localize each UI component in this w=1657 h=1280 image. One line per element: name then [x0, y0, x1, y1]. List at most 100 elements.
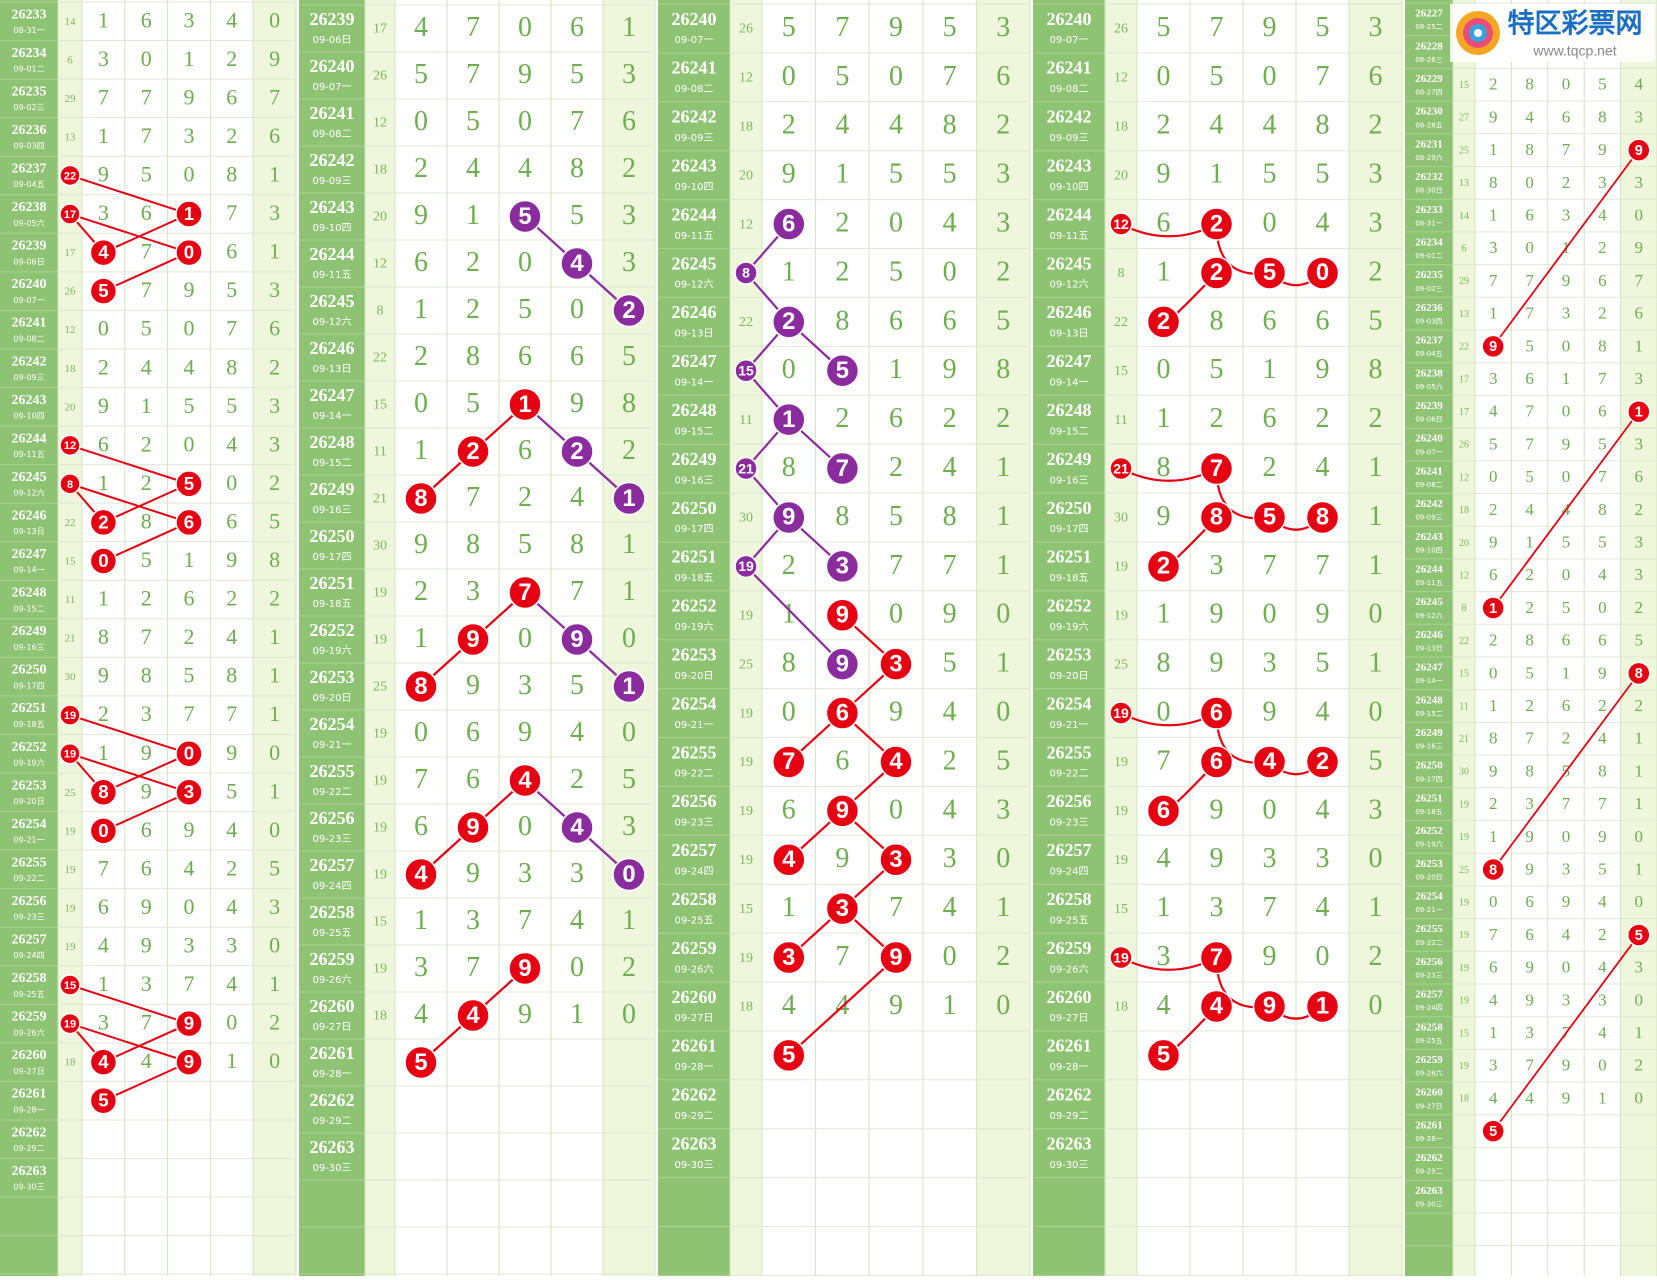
issue-date: 09-20日 [1415, 873, 1442, 881]
issue-number: 26253 [12, 778, 47, 793]
digit: 7 [889, 892, 903, 923]
sum-value: 18 [1459, 1094, 1469, 1105]
highlight-circle [560, 810, 594, 845]
highlight-circle [456, 434, 490, 469]
issue-number: 26260 [310, 996, 355, 1016]
highlight-number: 9 [1635, 143, 1643, 159]
highlight-circle [1199, 989, 1234, 1024]
sum-value: 19 [739, 853, 753, 868]
issue-number: 26242 [1047, 107, 1092, 127]
digit: 2 [782, 550, 796, 581]
digit: 0 [889, 794, 903, 825]
issue-column [299, 0, 365, 1276]
issue-number: 26253 [672, 644, 717, 664]
digit: 0 [1635, 205, 1644, 224]
digit: 5 [1635, 631, 1644, 650]
digit: 3 [1369, 207, 1383, 238]
issue-number: 26241 [672, 58, 717, 78]
digit: 3 [269, 277, 280, 302]
issue-number: 26242 [672, 107, 717, 127]
issue-date: 09-19六 [1415, 840, 1442, 849]
issue-number: 26227 [1415, 8, 1443, 20]
issue-date: 09-25五 [1049, 915, 1088, 926]
digit: 3 [269, 894, 280, 919]
digit: 9 [943, 599, 957, 630]
digit: 2 [622, 952, 636, 983]
highlight-circle [508, 575, 542, 610]
issue-date: 09-14一 [674, 377, 713, 388]
digit: 2 [1316, 403, 1330, 434]
highlight-number: 5 [98, 280, 108, 301]
digit: 9 [1525, 827, 1534, 846]
highlight-circle [1305, 500, 1340, 535]
issue-number: 26258 [1047, 889, 1092, 909]
issue-date: 09-11五 [1049, 231, 1088, 242]
highlight-circle [508, 951, 542, 986]
highlight-number: 9 [889, 944, 902, 971]
issue-number: 26252 [12, 740, 47, 755]
issue-number: 26233 [12, 7, 47, 22]
issue-date: 09-07一 [312, 82, 351, 93]
sum-value: 18 [1114, 119, 1128, 134]
digit: 8 [226, 354, 237, 379]
issue-number: 26251 [310, 573, 355, 593]
issue-date: 09-15二 [1049, 426, 1088, 437]
issue-number: 26246 [310, 338, 355, 358]
highlight-number: 2 [782, 308, 795, 335]
sum-value: 19 [1114, 853, 1128, 868]
digit: 0 [1263, 794, 1277, 825]
sum-value: 25 [1114, 657, 1128, 672]
digit: 5 [1157, 12, 1171, 43]
issue-number: 26247 [12, 547, 47, 562]
sum-value: 11 [739, 413, 752, 428]
sum-value: 15 [373, 398, 387, 413]
digit: 6 [622, 106, 636, 137]
digit: 6 [184, 586, 195, 611]
issue-date: 09-08二 [312, 129, 351, 140]
issue-number: 26231 [1415, 138, 1443, 150]
issue-number: 26248 [672, 400, 717, 420]
highlight-number: 5 [1635, 928, 1643, 944]
digit: 6 [1598, 402, 1607, 421]
digit: 7 [1635, 271, 1644, 290]
highlight-circle [404, 857, 438, 892]
digit: 2 [1525, 565, 1534, 584]
highlight-number: 2 [1210, 210, 1223, 237]
issue-number: 26262 [1047, 1085, 1092, 1105]
issue-date: 09-24四 [13, 951, 44, 960]
issue-date: 09-17四 [1415, 775, 1442, 783]
last-digit-column [603, 0, 655, 1276]
issue-number: 26255 [1047, 742, 1092, 762]
digit: 9 [1157, 501, 1171, 532]
digit: 8 [226, 663, 237, 688]
highlight-number: 0 [622, 861, 635, 888]
digit: 2 [1598, 696, 1607, 715]
issue-date: 09-29二 [1415, 1168, 1442, 1176]
issue-date: 09-01二 [1415, 252, 1442, 260]
digit: 2 [226, 855, 237, 880]
sum-value: 15 [1459, 1028, 1469, 1039]
last-digit-column [976, 0, 1030, 1276]
digit: 0 [1157, 61, 1171, 92]
digit: 6 [1635, 467, 1644, 486]
sum-value: 14 [65, 16, 77, 28]
digit: 3 [996, 159, 1010, 190]
digit: 5 [184, 663, 195, 688]
sum-value: 26 [1459, 440, 1469, 451]
issue-date: 09-21一 [13, 836, 44, 845]
digit: 5 [226, 393, 237, 418]
issue-date: 09-26六 [13, 1027, 44, 1037]
digit: 5 [889, 256, 903, 287]
digit: 3 [184, 933, 195, 958]
issue-number: 26254 [12, 817, 47, 832]
sum-value: 15 [373, 915, 387, 930]
issue-date: 09-08二 [1049, 84, 1088, 95]
sum-value: 25 [1459, 865, 1469, 876]
highlight-number: 2 [1157, 308, 1170, 335]
issue-number: 26261 [1047, 1036, 1092, 1056]
sum-value: 25 [373, 680, 387, 695]
digit: 9 [518, 59, 532, 90]
digit: 5 [1316, 12, 1330, 43]
sum-value: 17 [1459, 407, 1469, 418]
